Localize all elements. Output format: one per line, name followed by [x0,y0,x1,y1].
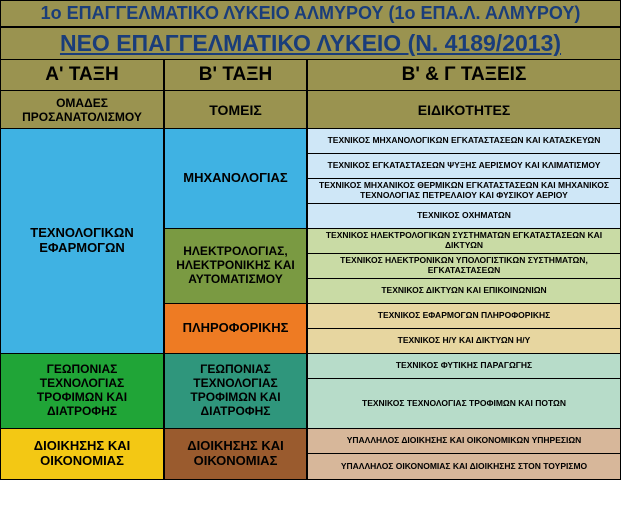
spec-13: ΥΠΑΛΛΗΛΟΣ ΟΙΚΟΝΟΜΙΑΣ ΚΑΙ ΔΙΟΙΚΗΣΗΣ ΣΤΟΝ … [308,454,620,479]
col-b-sub: ΤΟΜΕΙΣ [165,91,306,129]
sector-admin: ΔΙΟΙΚΗΣΗΣ ΚΑΙ ΟΙΚΟΝΟΜΙΑΣ [165,429,306,479]
sector-mech: ΜΗΧΑΝΟΛΟΓΙΑΣ [165,129,306,229]
curriculum-table: 1ο ΕΠΑΓΓΕΛΜΑΤΙΚΟ ΛΥΚΕΙΟ ΑΛΜΥΡΟΥ (1ο ΕΠΑ.… [0,0,621,480]
spec-03: ΤΕΧΝΙΚΟΣ ΜΗΧΑΝΙΚΟΣ ΘΕΡΜΙΚΩΝ ΕΓΚΑΤΑΣΤΑΣΕΩ… [308,179,620,204]
law-title: ΝΕΟ ΕΠΑΓΓΕΛΜΑΤΙΚΟ ΛΥΚΕΙΟ (Ν. 4189/2013) [0,27,621,60]
sector-agri: ΓΕΩΠΟΝΙΑΣ ΤΕΧΝΟΛΟΓΙΑΣ ΤΡΟΦΙΜΩΝ ΚΑΙ ΔΙΑΤΡ… [165,354,306,429]
col-b-head: Β' ΤΑΞΗ [165,60,306,91]
spec-07: ΤΕΧΝΙΚΟΣ ΔΙΚΤΥΩΝ ΚΑΙ ΕΠΙΚΟΙΝΩΝΙΩΝ [308,279,620,304]
school-title: 1ο ΕΠΑΓΓΕΛΜΑΤΙΚΟ ΛΥΚΕΙΟ ΑΛΜΥΡΟΥ (1ο ΕΠΑ.… [0,0,621,27]
spec-09: ΤΕΧΝΙΚΟΣ Η/Υ ΚΑΙ ΔΙΚΤΥΩΝ Η/Υ [308,329,620,354]
col-c-head: Β' & Γ ΤΑΞΕΙΣ [308,60,620,91]
sector-it: ΠΛΗΡΟΦΟΡΙΚΗΣ [165,304,306,354]
spec-11: ΤΕΧΝΙΚΟΣ ΤΕΧΝΟΛΟΓΙΑΣ ΤΡΟΦΙΜΩΝ ΚΑΙ ΠΟΤΩΝ [308,379,620,429]
spec-12: ΥΠΑΛΛΗΛΟΣ ΔΙΟΙΚΗΣΗΣ ΚΑΙ ΟΙΚΟΝΟΜΙΚΩΝ ΥΠΗΡ… [308,429,620,454]
spec-04: ΤΕΧΝΙΚΟΣ ΟΧΗΜΑΤΩΝ [308,204,620,229]
spec-02: ΤΕΧΝΙΚΟΣ ΕΓΚΑΤΑΣΤΑΣΕΩΝ ΨΥΞΗΣ ΑΕΡΙΣΜΟΥ ΚΑ… [308,154,620,179]
group-admin: ΔΙΟΙΚΗΣΗΣ ΚΑΙ ΟΙΚΟΝΟΜΙΑΣ [1,429,163,479]
col-c-sub: ΕΙΔΙΚΟΤΗΤΕΣ [308,91,620,129]
col-a-sub: ΟΜΑΔΕΣ ΠΡΟΣΑΝΑΤΟΛΙΣΜΟΥ [1,91,163,129]
col-a-head: Α' ΤΑΞΗ [1,60,163,91]
group-agri: ΓΕΩΠΟΝΙΑΣ ΤΕΧΝΟΛΟΓΙΑΣ ΤΡΟΦΙΜΩΝ ΚΑΙ ΔΙΑΤΡ… [1,354,163,429]
spec-10: ΤΕΧΝΙΚΟΣ ΦΥΤΙΚΗΣ ΠΑΡΑΓΩΓΗΣ [308,354,620,379]
spec-05: ΤΕΧΝΙΚΟΣ ΗΛΕΚΤΡΟΛΟΓΙΚΩΝ ΣΥΣΤΗΜΑΤΩΝ ΕΓΚΑΤ… [308,229,620,254]
sector-elec: ΗΛΕΚΤΡΟΛΟΓΙΑΣ, ΗΛΕΚΤΡΟΝΙΚΗΣ ΚΑΙ ΑΥΤΟΜΑΤΙ… [165,229,306,304]
spec-08: ΤΕΧΝΙΚΟΣ ΕΦΑΡΜΟΓΩΝ ΠΛΗΡΟΦΟΡΙΚΗΣ [308,304,620,329]
spec-06: ΤΕΧΝΙΚΟΣ ΗΛΕΚΤΡΟΝΙΚΩΝ ΥΠΟΛΟΓΙΣΤΙΚΩΝ ΣΥΣΤ… [308,254,620,279]
group-tech: ΤΕΧΝΟΛΟΓΙΚΩΝ ΕΦΑΡΜΟΓΩΝ [1,129,163,354]
spec-01: ΤΕΧΝΙΚΟΣ ΜΗΧΑΝΟΛΟΓΙΚΩΝ ΕΓΚΑΤΑΣΤΑΣΕΩΝ ΚΑΙ… [308,129,620,154]
